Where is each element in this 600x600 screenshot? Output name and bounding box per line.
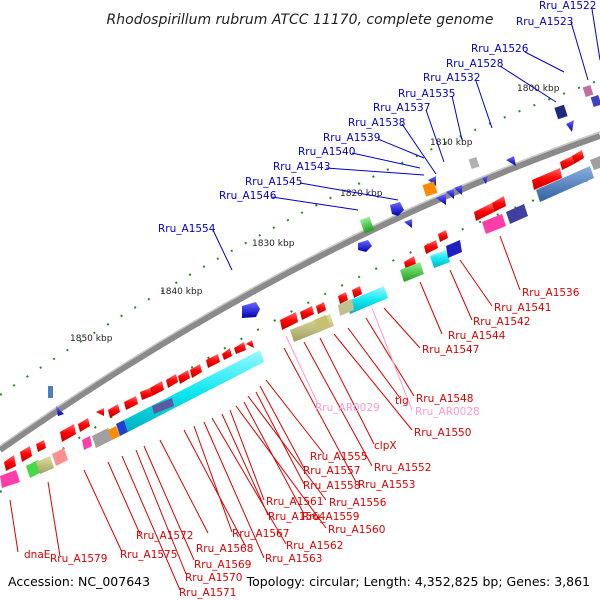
label-rru-a1541[interactable]: Rru_A1541 <box>494 302 551 314</box>
blue-leader-lines <box>212 8 600 271</box>
label-rru-a1536[interactable]: Rru_A1536 <box>522 287 580 299</box>
gene-rru-a1540[interactable] <box>436 194 446 205</box>
gene-rru-a1523[interactable] <box>554 104 568 120</box>
label-rru-a1550[interactable]: Rru_A1550 <box>414 427 471 439</box>
label-rru-a1563[interactable]: Rru_A1563 <box>265 553 322 565</box>
label-rru-a1564[interactable]: Rru_A1564 <box>268 511 326 523</box>
pink-gene-labels: Rru_AR0029 Rru_AR0028 <box>315 402 480 418</box>
label-rru-a1539[interactable]: Rru_A1539 <box>323 132 380 144</box>
label-tig[interactable]: tig <box>395 395 409 407</box>
label-rru-a1556[interactable]: Rru_A1556 <box>329 497 387 509</box>
label-rru-a1544[interactable]: Rru_A1544 <box>448 330 506 342</box>
forward-strand-genes <box>48 85 600 416</box>
label-rru-a1553[interactable]: Rru_A1553 <box>358 479 415 491</box>
kbp-label-1840: 1840 kbp <box>160 287 203 297</box>
label-rru-a1546[interactable]: Rru_A1546 <box>219 190 277 202</box>
label-rru-a1554[interactable]: Rru_A1554 <box>158 223 216 235</box>
label-rru-a1561[interactable]: Rru_A1561 <box>266 496 323 508</box>
gene-rru-a1545[interactable] <box>390 202 404 216</box>
label-rru-a1572[interactable]: Rru_A1572 <box>136 530 193 542</box>
genome-summary-text: Topology: circular; Length: 4,352,825 bp… <box>246 574 590 589</box>
gene-rru-a1538[interactable] <box>454 185 462 195</box>
label-rru-a1523[interactable]: Rru_A1523 <box>516 16 573 28</box>
label-rru-a1535[interactable]: Rru_A1535 <box>398 88 455 100</box>
feature-track-2 <box>0 156 600 488</box>
label-clpx[interactable]: clpX <box>374 440 397 452</box>
pink-leader-lines <box>285 307 413 411</box>
label-rru-a1559[interactable]: Rru_A1559 <box>302 511 359 523</box>
label-rru-a1558[interactable]: Rru_A1558 <box>303 480 360 492</box>
label-rru-a1545[interactable]: Rru_A1545 <box>245 176 302 188</box>
label-rru-a1532[interactable]: Rru_A1532 <box>423 72 480 84</box>
label-rru-a1540[interactable]: Rru_A1540 <box>298 146 355 158</box>
label-rru-a1543[interactable]: Rru_A1543 <box>273 161 330 173</box>
kbp-label-1800: 1800 kbp <box>517 84 560 94</box>
kbp-label-1810: 1810 kbp <box>430 138 473 148</box>
label-rru-a1568[interactable]: Rru_A1568 <box>196 543 253 555</box>
gene-rru-a1522[interactable] <box>566 120 574 132</box>
label-rru-a1547[interactable]: Rru_A1547 <box>422 344 479 356</box>
label-rru-a1522[interactable]: Rru_A1522 <box>539 0 596 12</box>
label-rru-a1557[interactable]: Rru_A1557 <box>303 465 360 477</box>
gene-rru-a1543[interactable] <box>404 219 412 228</box>
label-rru-a1560[interactable]: Rru_A1560 <box>328 524 385 536</box>
label-rru-a1555[interactable]: Rru_A1555 <box>310 451 367 463</box>
label-rru-a1569[interactable]: Rru_A1569 <box>194 559 251 571</box>
label-rru-a1548[interactable]: Rru_A1548 <box>416 393 473 405</box>
gc-skew-track <box>0 79 600 493</box>
red-gene-labels: Rru_A1536 Rru_A1541 Rru_A1542 Rru_A1544 … <box>24 287 580 599</box>
label-rru-a1567[interactable]: Rru_A1567 <box>232 528 289 540</box>
label-rru-a1562[interactable]: Rru_A1562 <box>286 540 343 552</box>
gene-rru-a1554[interactable] <box>242 302 260 318</box>
label-rru-a1579[interactable]: Rru_A1579 <box>50 553 107 565</box>
label-dnae[interactable]: dnaE <box>24 549 50 561</box>
label-rru-ar0028[interactable]: Rru_AR0028 <box>415 406 480 418</box>
label-rru-a1526[interactable]: Rru_A1526 <box>471 43 529 55</box>
map-title: Rhodospirillum rubrum ATCC 11170, comple… <box>107 12 494 28</box>
gene-rru-a1526[interactable] <box>506 156 516 166</box>
label-rru-a1552[interactable]: Rru_A1552 <box>374 462 431 474</box>
gene-rru-a1546[interactable] <box>358 240 372 252</box>
label-rru-a1537[interactable]: Rru_A1537 <box>373 102 430 114</box>
label-rru-a1528[interactable]: Rru_A1528 <box>446 58 503 70</box>
gene-rru-a1539[interactable] <box>446 189 454 199</box>
kbp-label-1830: 1830 kbp <box>252 239 295 249</box>
gene-rru-a1532[interactable] <box>468 157 480 169</box>
red-leader-lines <box>9 235 521 591</box>
gene-rru-a1535[interactable] <box>422 181 438 197</box>
label-rru-ar0029[interactable]: Rru_AR0029 <box>315 402 380 414</box>
blue-gene-labels: Rru_A1522 Rru_A1523 Rru_A1526 Rru_A1528 … <box>158 0 596 235</box>
label-rru-a1575[interactable]: Rru_A1575 <box>120 549 177 561</box>
kbp-label-1850: 1850 kbp <box>70 334 113 344</box>
reverse-strand-genes <box>4 150 584 471</box>
label-rru-a1538[interactable]: Rru_A1538 <box>348 117 405 129</box>
accession-text: Accession: NC_007643 <box>8 574 150 589</box>
label-rru-a1570[interactable]: Rru_A1570 <box>185 572 242 584</box>
label-rru-a1542[interactable]: Rru_A1542 <box>473 316 530 328</box>
gene-rru-a1528[interactable] <box>482 176 488 184</box>
label-rru-a1571[interactable]: Rru_A1571 <box>179 587 236 599</box>
